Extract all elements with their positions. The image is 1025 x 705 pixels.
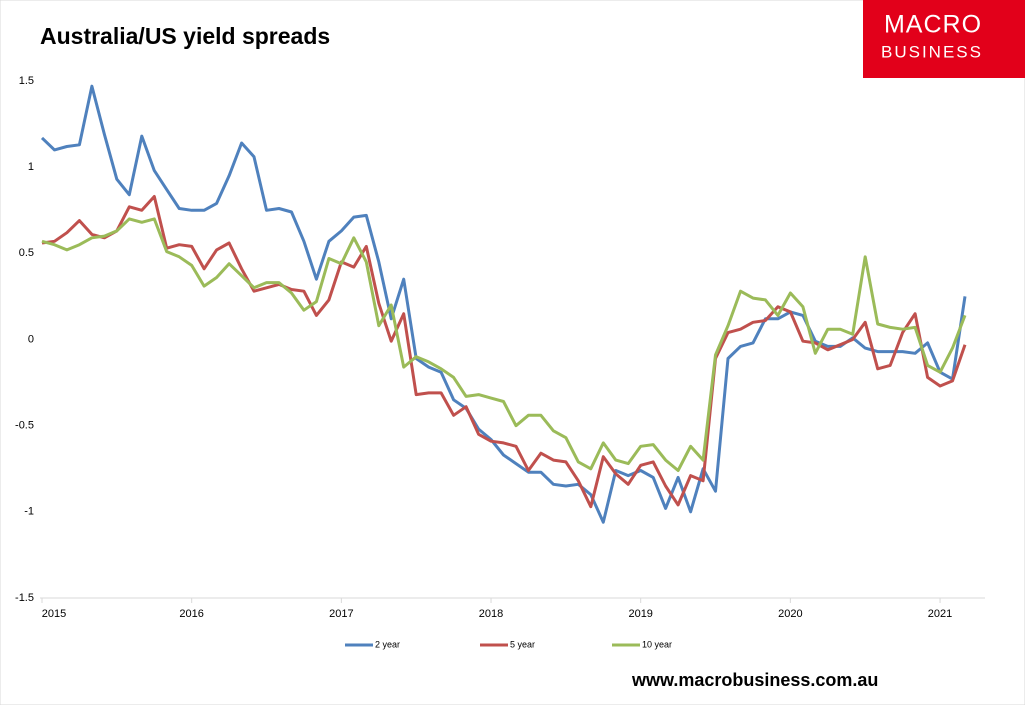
footer: www.macrobusiness.com.au xyxy=(631,670,878,690)
x-tick-label: 2019 xyxy=(628,608,652,620)
x-tick-label: 2015 xyxy=(42,608,66,620)
legend-label: 10 year xyxy=(642,639,672,649)
logo-box xyxy=(863,0,1025,78)
y-tick-label: -1.5 xyxy=(15,592,34,604)
chart-title: Australia/US yield spreads xyxy=(40,23,330,49)
x-tick-label: 2017 xyxy=(329,608,353,620)
x-tick-label: 2016 xyxy=(179,608,203,620)
y-tick-label: -0.5 xyxy=(15,420,34,432)
logo-text: BUSINESS xyxy=(881,42,983,61)
y-tick-label: -1 xyxy=(24,506,34,518)
series-line xyxy=(41,217,967,472)
x-tick-label: 2021 xyxy=(928,608,952,620)
x-tick-label: 2018 xyxy=(479,608,503,620)
logo-text: MACRO xyxy=(884,11,982,39)
legend-label: 2 year xyxy=(375,639,400,649)
legend-label: 5 year xyxy=(510,639,535,649)
y-tick-label: 0 xyxy=(28,333,34,345)
y-tick-label: 1.5 xyxy=(19,75,34,87)
x-tick-label: 2020 xyxy=(778,608,802,620)
y-tick-label: 1 xyxy=(28,161,34,173)
y-tick-label: 0.5 xyxy=(19,247,34,259)
